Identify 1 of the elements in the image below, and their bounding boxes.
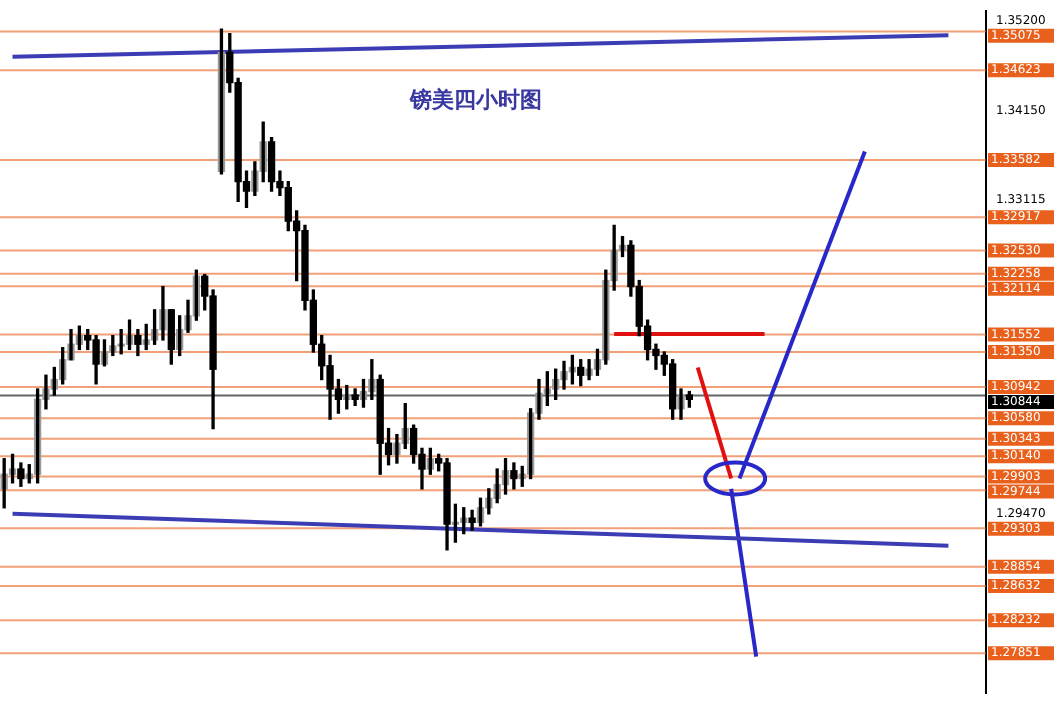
text: 镑美四小时图 <box>408 86 542 113</box>
